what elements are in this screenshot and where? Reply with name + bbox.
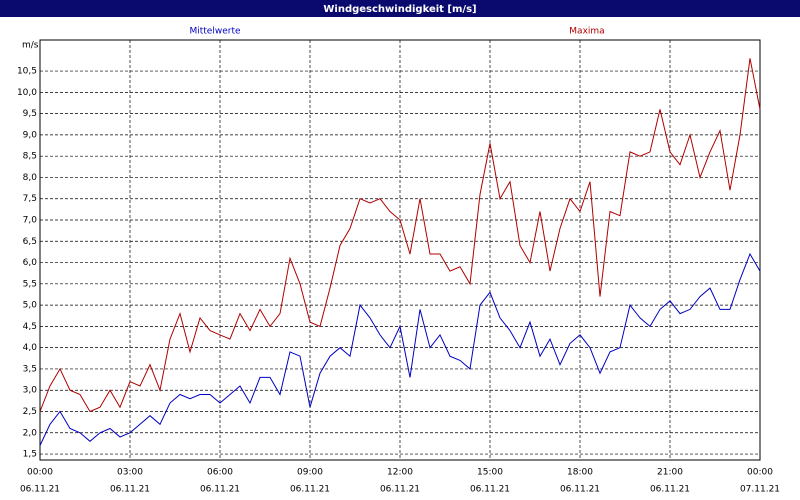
title-bar <box>0 0 800 17</box>
x-tick-date: 07.11.21 <box>740 485 780 495</box>
x-tick-date: 06.11.21 <box>290 485 330 495</box>
y-tick-label: 3,0 <box>23 386 38 396</box>
x-tick-date: 06.11.21 <box>650 485 690 495</box>
x-tick-label: 00:00 <box>27 468 53 478</box>
legend-entry: Mittelwerte <box>189 27 240 37</box>
y-tick-label: 3,5 <box>23 364 37 374</box>
y-tick-label: 9,5 <box>23 109 37 119</box>
y-tick-label: 4,5 <box>23 322 37 332</box>
x-tick-label: 00:00 <box>747 468 773 478</box>
x-tick-label: 06:00 <box>207 468 233 478</box>
x-tick-date: 06.11.21 <box>470 485 510 495</box>
x-tick-date: 06.11.21 <box>20 485 60 495</box>
y-tick-label: 10,0 <box>17 88 37 98</box>
x-tick-date: 06.11.21 <box>560 485 600 495</box>
x-tick-label: 21:00 <box>657 468 683 478</box>
y-tick-label: 5,0 <box>23 301 38 311</box>
y-tick-label: 7,5 <box>23 194 37 204</box>
y-tick-label: 9,0 <box>23 130 38 140</box>
x-tick-date: 06.11.21 <box>110 485 150 495</box>
y-tick-label: 8,0 <box>23 173 38 183</box>
y-tick-label: 2,5 <box>23 407 37 417</box>
x-tick-label: 03:00 <box>117 468 143 478</box>
plot-frame <box>39 39 761 461</box>
y-axis-label: m/s <box>22 41 39 51</box>
x-tick-date: 06.11.21 <box>200 485 240 495</box>
x-tick-label: 18:00 <box>567 468 593 478</box>
y-tick-label: 1,5 <box>23 450 37 460</box>
data-line <box>39 58 761 413</box>
y-tick-label: 10,5 <box>17 67 37 77</box>
legend-entry: Maxima <box>569 27 604 37</box>
chart-title: Windgeschwindigkeit [m/s] <box>323 4 476 15</box>
x-tick-label: 15:00 <box>477 468 503 478</box>
x-tick-label: 09:00 <box>297 468 323 478</box>
x-tick-label: 12:00 <box>387 468 413 478</box>
y-tick-label: 8,5 <box>23 152 37 162</box>
data-line <box>39 252 761 446</box>
y-tick-label: 4,0 <box>23 343 38 353</box>
y-tick-label: 5,5 <box>23 279 37 289</box>
y-tick-label: 7,0 <box>23 216 38 226</box>
y-tick-label: 6,0 <box>23 258 38 268</box>
y-tick-label: 2,0 <box>23 428 38 438</box>
x-tick-date: 06.11.21 <box>380 485 420 495</box>
y-tick-label: 6,5 <box>23 237 37 247</box>
